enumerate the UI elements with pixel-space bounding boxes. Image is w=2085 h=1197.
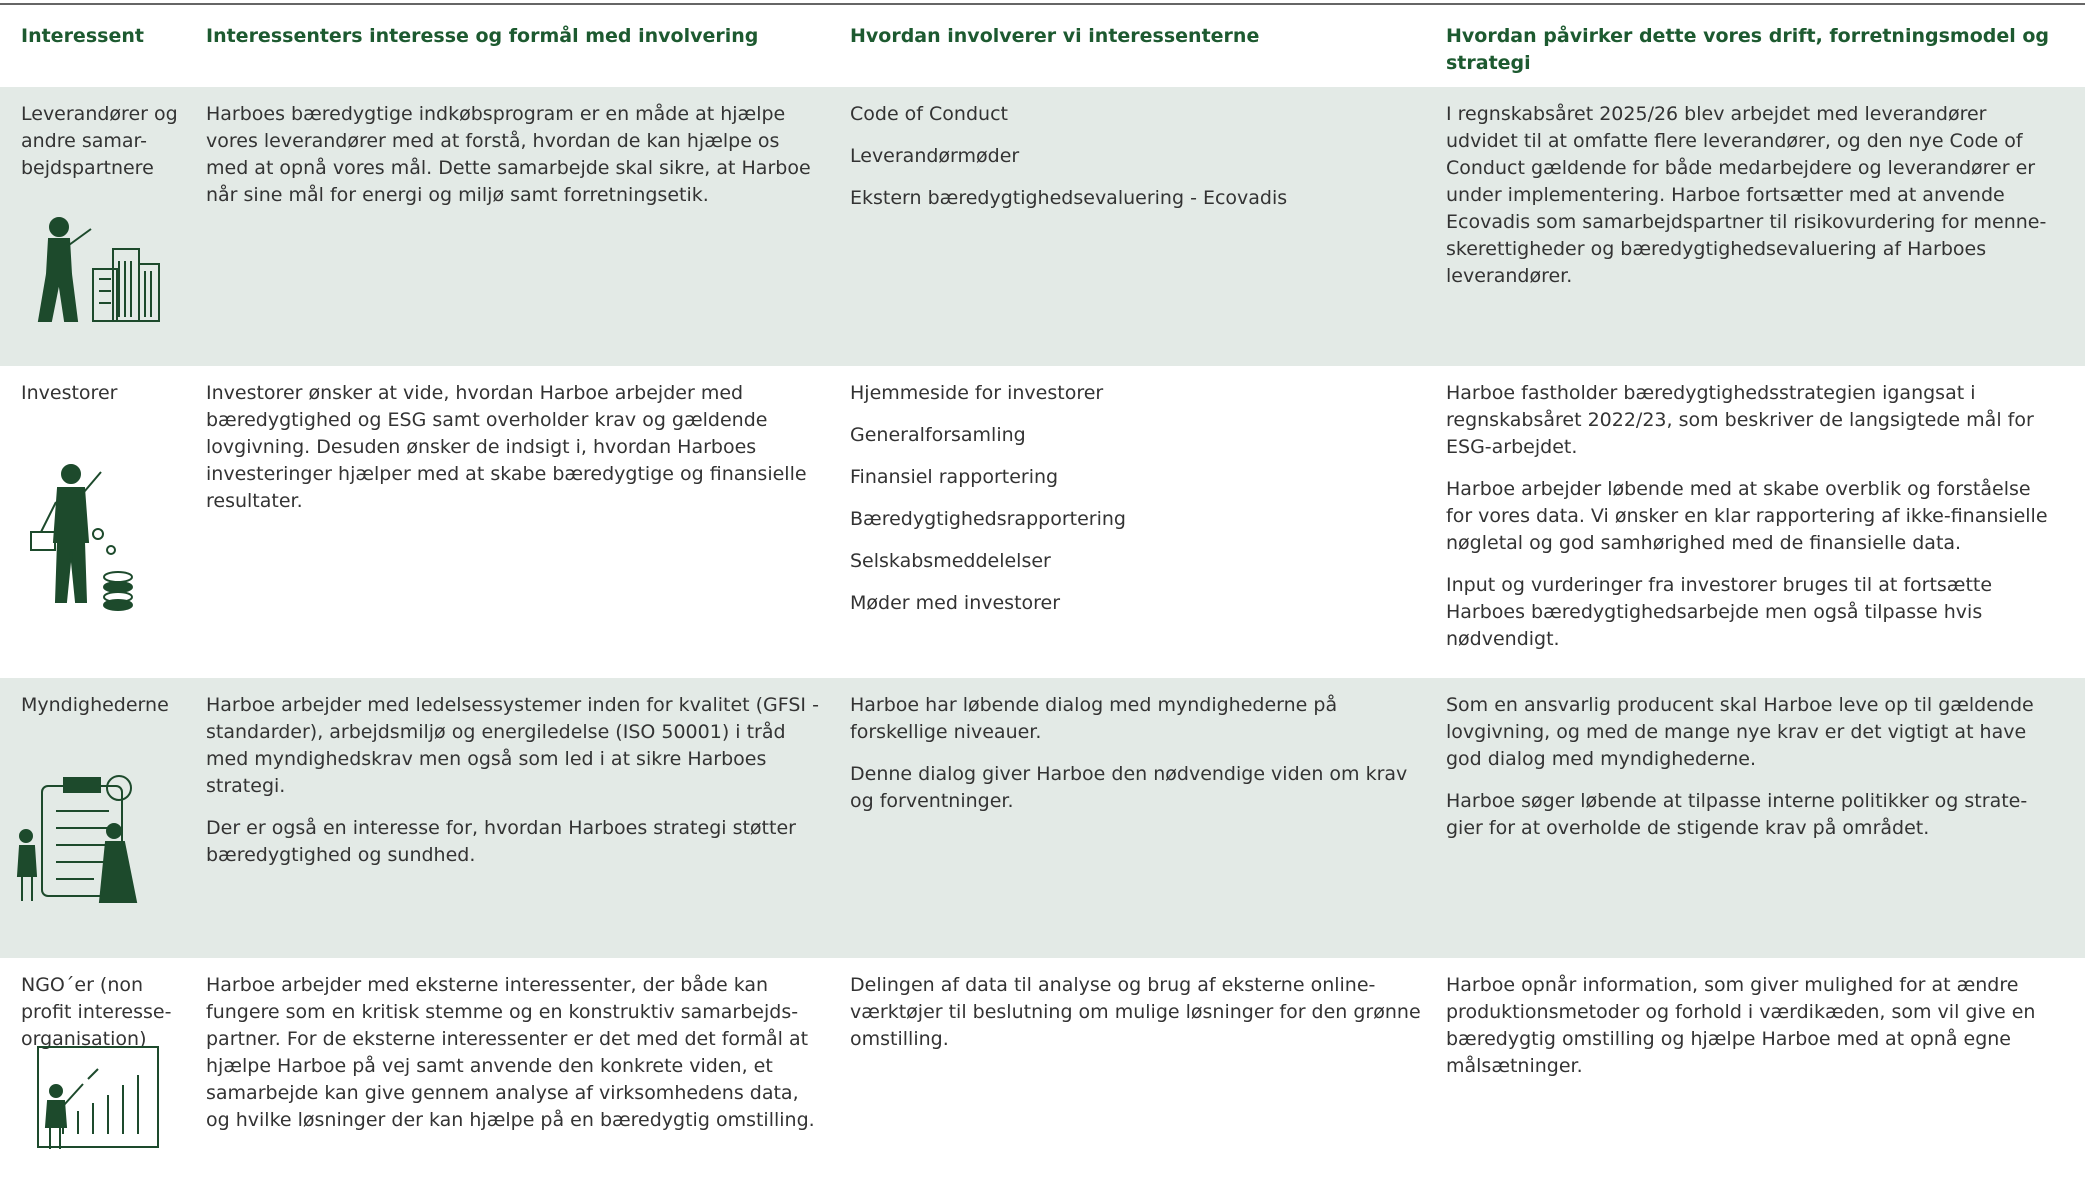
illustration-suppliers xyxy=(37,217,160,322)
illustration-ngo xyxy=(37,1046,159,1149)
interest-cell: Harboe arbejder med eksterne interessent… xyxy=(206,958,850,1197)
involvement-text: Leverandørmøder xyxy=(850,145,1020,167)
stakeholder-name: Leverandører og andre samar-bejdspartner… xyxy=(21,103,178,179)
stakeholder-table: Interessent Interessenters interesse og f… xyxy=(0,3,2085,1197)
involvement-text: Delingen af data til analyse og brug af … xyxy=(850,974,1421,1050)
involvement-text: Denne dialog giver Harboe den nødvendige… xyxy=(850,763,1408,812)
table-row: NGO´er (non profit interesse-organisatio… xyxy=(0,958,2085,1197)
interest-cell: Harboe arbejder med ledelsessystemer ind… xyxy=(206,678,850,958)
interest-text: Der er også en interesse for, hvordan Ha… xyxy=(206,817,796,866)
involvement-text: Selskabsmeddelelser xyxy=(850,550,1051,572)
impact-text: Harboe opnår information, som giver muli… xyxy=(1446,974,2036,1077)
column-header: Hvordan involverer vi interessenterne xyxy=(850,25,1260,47)
interest-text: Harboe arbejder med eksterne interessent… xyxy=(206,974,815,1131)
page: Interessent Interessenters interesse og f… xyxy=(0,3,2085,1171)
column-header: Hvordan påvirker dette vores drift, forr… xyxy=(1446,25,2050,74)
involvement-text: Generalforsamling xyxy=(850,424,1026,446)
involvement-text: Bæredygtighedsrapportering xyxy=(850,508,1126,530)
involvement-text: Harboe har løbende dialog med myndighede… xyxy=(850,694,1338,743)
involvement-text: Hjemmeside for investorer xyxy=(850,382,1104,404)
impact-text: Harboe arbejder løbende med at skabe ove… xyxy=(1446,478,2048,554)
involvement-cell: Delingen af data til analyse og brug af … xyxy=(850,958,1446,1197)
involvement-text: Møder med investorer xyxy=(850,592,1061,614)
stakeholder-name: Investorer xyxy=(21,382,118,404)
interest-cell: Investorer ønsker at vide, hvordan Harbo… xyxy=(206,366,850,678)
interest-text: Investorer ønsker at vide, hvordan Harbo… xyxy=(206,382,807,512)
column-header: Interessent xyxy=(21,25,144,47)
illustration-authorities xyxy=(16,775,138,903)
involvement-cell: Harboe har løbende dialog med myndighede… xyxy=(850,678,1446,958)
interest-text: Harboes bæredygtige indkøbsprogram er en… xyxy=(206,103,811,206)
impact-text: Som en ansvarlig producent skal Harboe l… xyxy=(1446,694,2034,770)
illustration-investors xyxy=(30,464,133,611)
stakeholder-cell: NGO´er (non profit interesse-organisatio… xyxy=(0,958,206,1197)
table-row: Investorer Investorer ønsker at vide, hvo… xyxy=(0,366,2085,678)
involvement-cell: Code of Conduct Leverandørmøder Ekstern bæ… xyxy=(850,87,1446,366)
impact-cell: Harboe fastholder bæredygtighedsstrategi… xyxy=(1446,366,2085,678)
stakeholder-cell: Myndighederne xyxy=(0,678,206,958)
impact-text: Input og vurderinger fra investorer brug… xyxy=(1446,574,1993,650)
impact-cell: I regnskabsåret 2025/26 blev arbejdet me… xyxy=(1446,87,2085,366)
stakeholder-name: Myndighederne xyxy=(21,694,169,716)
stakeholder-name: NGO´er (non profit interesse-organisatio… xyxy=(21,974,172,1050)
column-header: Interessenters interesse og formål med i… xyxy=(206,25,759,47)
involvement-cell: Hjemmeside for investorer Generalforsamli… xyxy=(850,366,1446,678)
impact-text: Harboe søger løbende at tilpasse interne… xyxy=(1446,790,2028,839)
interest-cell: Harboes bæredygtige indkøbsprogram er en… xyxy=(206,87,850,366)
involvement-text: Code of Conduct xyxy=(850,103,1008,125)
involvement-text: Finansiel rapportering xyxy=(850,466,1059,488)
impact-cell: Harboe opnår information, som giver muli… xyxy=(1446,958,2085,1197)
stakeholder-cell: Leverandører og andre samar-bejdspartner… xyxy=(0,87,206,366)
stakeholder-cell: Investorer xyxy=(0,366,206,678)
impact-text: Harboe fastholder bæredygtighedsstrategi… xyxy=(1446,382,2034,458)
involvement-text: Ekstern bæredygtighedsevaluering - Ecova… xyxy=(850,187,1288,209)
table-row: Leverandører og andre samar-bejdspartner… xyxy=(0,87,2085,366)
header-row: Interessent Interessenters interesse og f… xyxy=(0,4,2085,87)
interest-text: Harboe arbejder med ledelsessystemer ind… xyxy=(206,694,819,797)
table-row: Myndighederne Harboe arbejder med ledelse… xyxy=(0,678,2085,958)
impact-text: I regnskabsåret 2025/26 blev arbejdet me… xyxy=(1446,103,2047,287)
impact-cell: Som en ansvarlig producent skal Harboe l… xyxy=(1446,678,2085,958)
